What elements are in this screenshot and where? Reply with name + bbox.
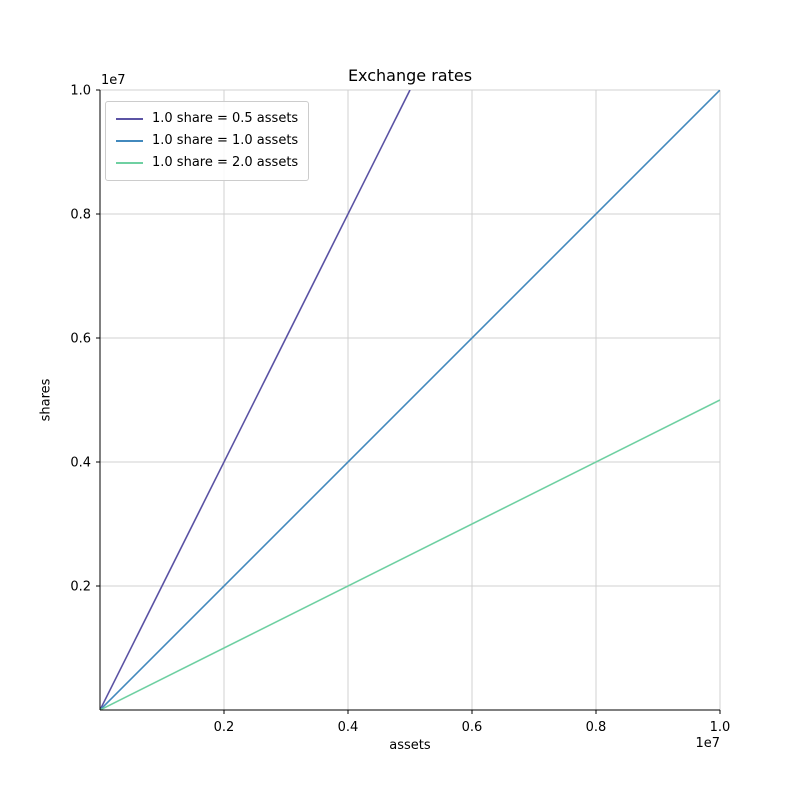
y-tick-label: 0.8 [70,208,91,223]
y-tick-label: 0.4 [70,456,91,471]
legend-item: 1.0 share = 2.0 assets [115,152,299,174]
y-axis-label: shares [38,378,54,422]
x-tick-label: 1.0 [710,720,731,735]
legend-item: 1.0 share = 0.5 assets [115,108,299,130]
legend-line-swatch-0 [116,118,143,120]
x-tick-label: 0.8 [586,720,607,735]
series-line-1 [100,90,720,710]
x-axis-offset-text: 1e7 [695,736,720,751]
x-tick-label: 0.2 [214,720,235,735]
y-tick-label: 1.0 [70,84,91,99]
legend-label-1: 1.0 share = 1.0 assets [152,133,299,148]
legend-label-0: 1.0 share = 0.5 assets [152,111,299,126]
x-tick-label: 0.4 [338,720,359,735]
x-tick-label: 0.6 [462,720,483,735]
legend: 1.0 share = 0.5 assets 1.0 share = 1.0 a… [105,101,310,181]
legend-line-swatch-2 [116,162,143,164]
y-axis-offset-text: 1e7 [101,73,126,88]
chart-title: Exchange rates [347,66,473,85]
series-line-2 [100,399,720,710]
series-line-0 [100,90,411,710]
x-axis-label: assets [389,738,431,753]
y-tick-label: 0.6 [70,332,91,347]
y-tick-label: 0.2 [70,580,91,595]
legend-item: 1.0 share = 1.0 assets [115,130,299,152]
legend-label-2: 1.0 share = 2.0 assets [152,155,299,170]
legend-line-swatch-1 [116,140,143,142]
